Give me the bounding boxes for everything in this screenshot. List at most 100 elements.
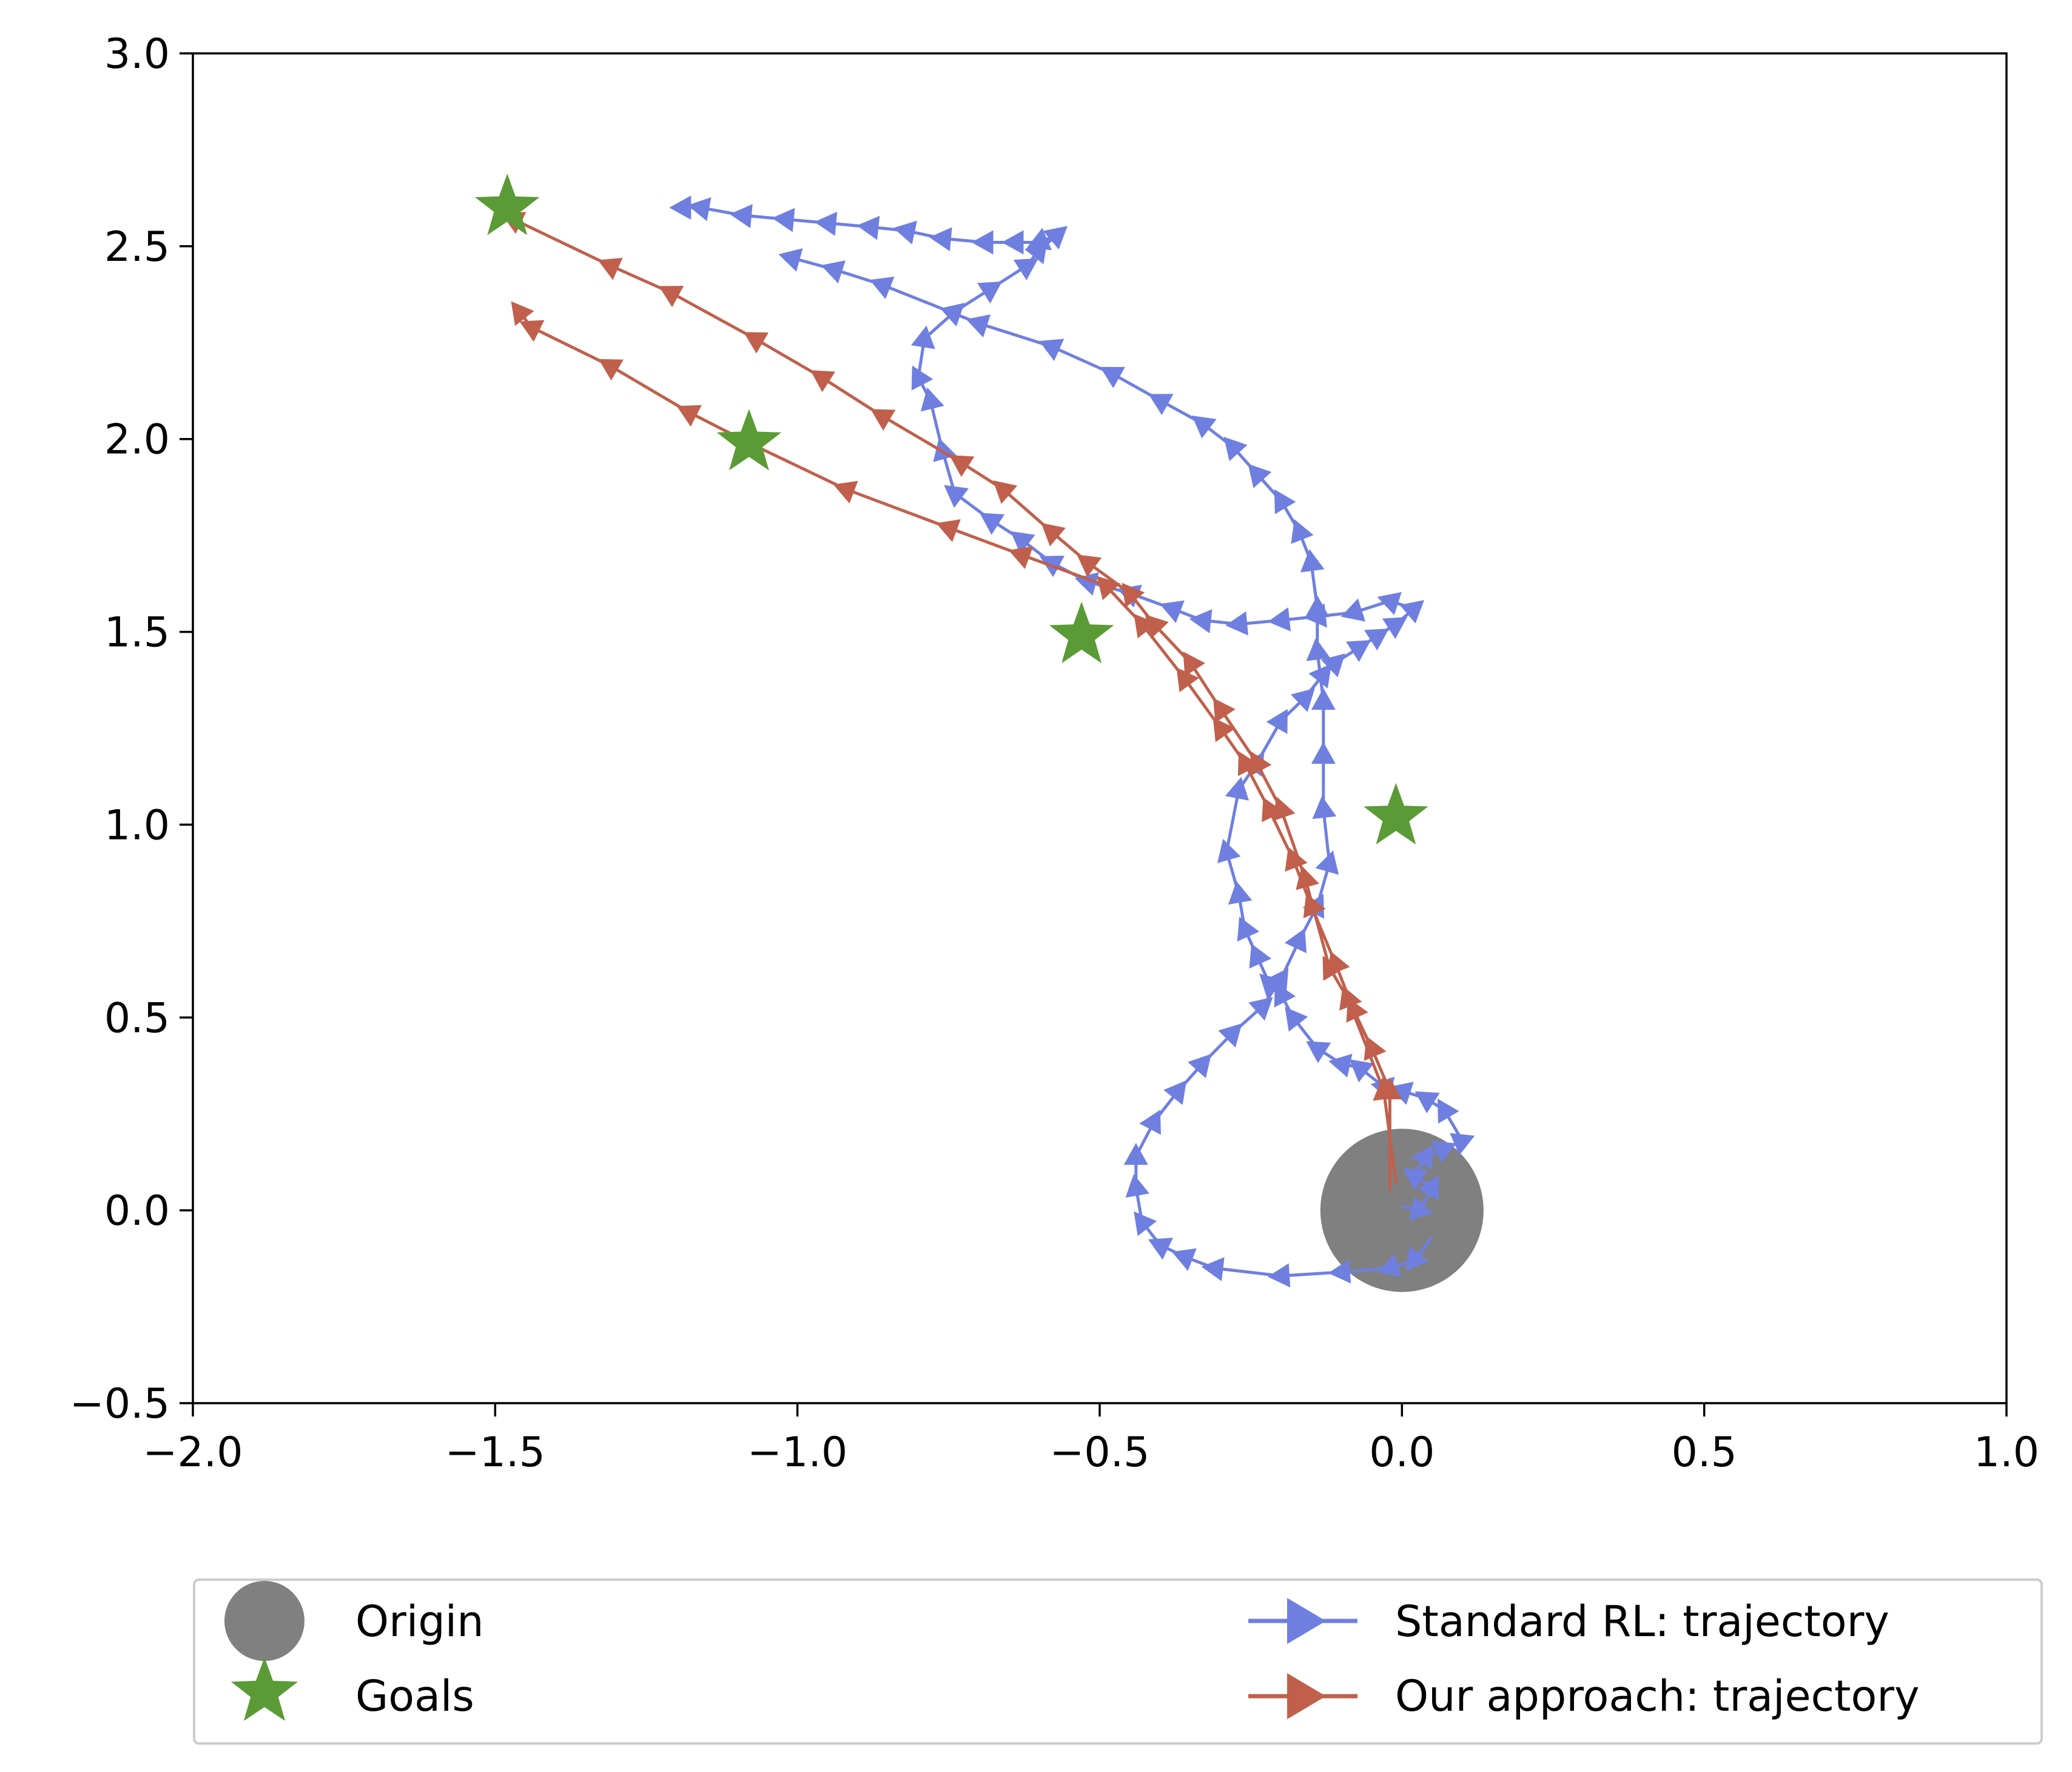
legend: Origin Goals Standard RL: trajectory Our… <box>193 1578 2043 1745</box>
trajectory-arrow-marker <box>1248 463 1272 488</box>
trajectory-arrow-marker <box>1039 339 1065 362</box>
trajectory-arrow-marker <box>1414 1091 1440 1114</box>
x-tick-label: −0.5 <box>1049 1429 1149 1477</box>
legend-ours-label: Our approach: trajectory <box>1395 1671 1920 1721</box>
legend-goals-label: Goals <box>355 1671 474 1721</box>
trajectory-arrow-marker <box>1373 1077 1398 1101</box>
trajectory-arrow-marker <box>1437 1098 1459 1124</box>
trajectory-arrow-marker <box>1183 651 1205 677</box>
x-tick-label: 1.0 <box>1974 1429 2039 1477</box>
trajectory-arrow-marker <box>1160 600 1185 624</box>
trajectory-arrow-marker <box>1284 928 1307 954</box>
trajectory-arrow-marker <box>1311 688 1336 710</box>
trajectory-arrow-marker <box>1145 614 1169 639</box>
trajectory-arrow-marker <box>1266 709 1288 734</box>
trajectory-arrow-marker <box>659 286 684 308</box>
trajectory-arrow-marker <box>1134 613 1157 639</box>
trajectory-arrow-marker <box>856 215 880 240</box>
legend-ours-marker <box>1287 1673 1326 1719</box>
trajectory-arrow-marker <box>810 370 836 392</box>
axes: −2.0 −1.5 −1.0 −0.5 0.0 0.5 1.0 −0.5 0.0 0.5 1.0 1.… <box>70 30 2039 1477</box>
trajectory-arrow-marker <box>1268 1263 1291 1288</box>
trajectory-arrow-marker <box>1148 394 1174 416</box>
trajectory-arrow-marker <box>911 325 935 349</box>
trajectory-arrow-marker <box>1013 258 1038 280</box>
y-tick-label: 3.0 <box>104 30 170 78</box>
trajectory-arrow-marker <box>1148 1238 1173 1260</box>
legend-standard-label: Standard RL: trajectory <box>1395 1597 1889 1646</box>
y-tick-label: 0.0 <box>104 1187 170 1235</box>
trajectory-arrow-marker <box>1349 1059 1374 1083</box>
trajectory-arrow-marker <box>869 276 895 300</box>
trajectory-arrow-marker <box>1001 230 1024 255</box>
legend-origin-label: Origin <box>355 1597 484 1646</box>
trajectory-arrow-marker <box>1217 838 1241 863</box>
legend-origin-swatch <box>224 1581 304 1661</box>
trajectory-arrow-marker <box>1346 640 1371 662</box>
y-tick-label: 2.0 <box>104 416 170 464</box>
legend-standard-marker <box>1287 1598 1326 1644</box>
plot-background <box>193 53 2006 1403</box>
trajectory-arrow-marker <box>833 480 858 504</box>
trajectory-arrow-marker <box>1382 617 1407 639</box>
trajectory-arrow-marker <box>1250 751 1272 777</box>
y-tick-label: −0.5 <box>70 1380 170 1428</box>
trajectory-arrow-marker <box>1163 1080 1187 1105</box>
trajectory-arrow-marker <box>743 332 769 354</box>
trajectory-arrow-marker <box>1274 489 1296 514</box>
trajectory-arrow-marker <box>1417 1175 1439 1201</box>
trajectory-arrow-marker <box>1262 797 1284 823</box>
x-tick-label: −1.5 <box>445 1429 545 1477</box>
x-tick-label: −1.0 <box>747 1429 847 1477</box>
trajectory-arrow-marker <box>929 227 952 252</box>
trajectory-arrow-marker <box>920 387 944 412</box>
trajectory-arrow-marker <box>1290 688 1315 712</box>
trajectory-arrow-marker <box>687 197 711 221</box>
trajectory-arrow-marker <box>1100 366 1125 388</box>
trajectory-arrow-marker <box>980 513 1005 535</box>
trajectory-arrow-marker <box>1339 986 1362 1011</box>
trajectory-arrow-marker <box>1189 609 1213 633</box>
trajectory-arrow-marker <box>949 455 975 477</box>
trajectory-arrow-marker <box>1134 1211 1157 1236</box>
trajectory-arrow-marker <box>1213 698 1236 723</box>
trajectory-arrow-marker <box>1322 955 1345 981</box>
trajectory-arrow-marker <box>1123 1143 1148 1165</box>
trajectory-arrow-marker <box>1213 717 1236 743</box>
trajectory-arrow-marker <box>911 365 933 391</box>
y-tick-label: 1.0 <box>104 801 170 849</box>
plot-area <box>475 173 1484 1292</box>
trajectory-arrow-marker <box>1450 1133 1475 1156</box>
y-tick-label: 2.5 <box>104 223 170 271</box>
trajectory-arrow-marker <box>971 230 994 255</box>
legend-frame <box>193 1578 2043 1745</box>
trajectory-arrow-marker <box>1223 437 1248 462</box>
trajectory-arrow-marker <box>1377 591 1402 616</box>
trajectory-arrow-marker <box>893 220 917 244</box>
y-tick-label: 1.5 <box>104 609 170 657</box>
trajectory-arrow-marker <box>821 260 846 284</box>
trajectory-arrow-marker <box>778 248 803 272</box>
trajectory-arrow-marker <box>1010 531 1035 554</box>
trajectory-arrow-marker <box>1191 415 1217 439</box>
trajectory-arrow-marker <box>1043 226 1068 250</box>
trajectory-arrow-marker <box>597 258 623 280</box>
trajectory-arrow-marker <box>1272 797 1296 821</box>
trajectory-arrow-marker <box>1291 519 1314 544</box>
goal-star-marker <box>475 173 540 235</box>
trajectory-arrow-marker <box>1122 582 1145 608</box>
trajectory-arrow-marker <box>1405 1246 1429 1272</box>
trajectory-arrow-marker <box>598 359 624 381</box>
trajectory-arrow-marker <box>772 207 795 232</box>
trajectory-arrow-marker <box>1306 638 1331 661</box>
trajectory-arrow-marker <box>1125 1174 1149 1198</box>
trajectory-arrow-marker <box>1077 554 1102 578</box>
trajectory-arrow-marker <box>1201 1257 1225 1281</box>
trajectory-arrow-marker <box>944 485 969 508</box>
trajectory-arrow-marker <box>1225 611 1248 636</box>
trajectory-arrow-marker <box>966 314 991 338</box>
trajectory-arrow-marker <box>870 409 896 431</box>
x-tick-label: 0.0 <box>1369 1429 1435 1477</box>
